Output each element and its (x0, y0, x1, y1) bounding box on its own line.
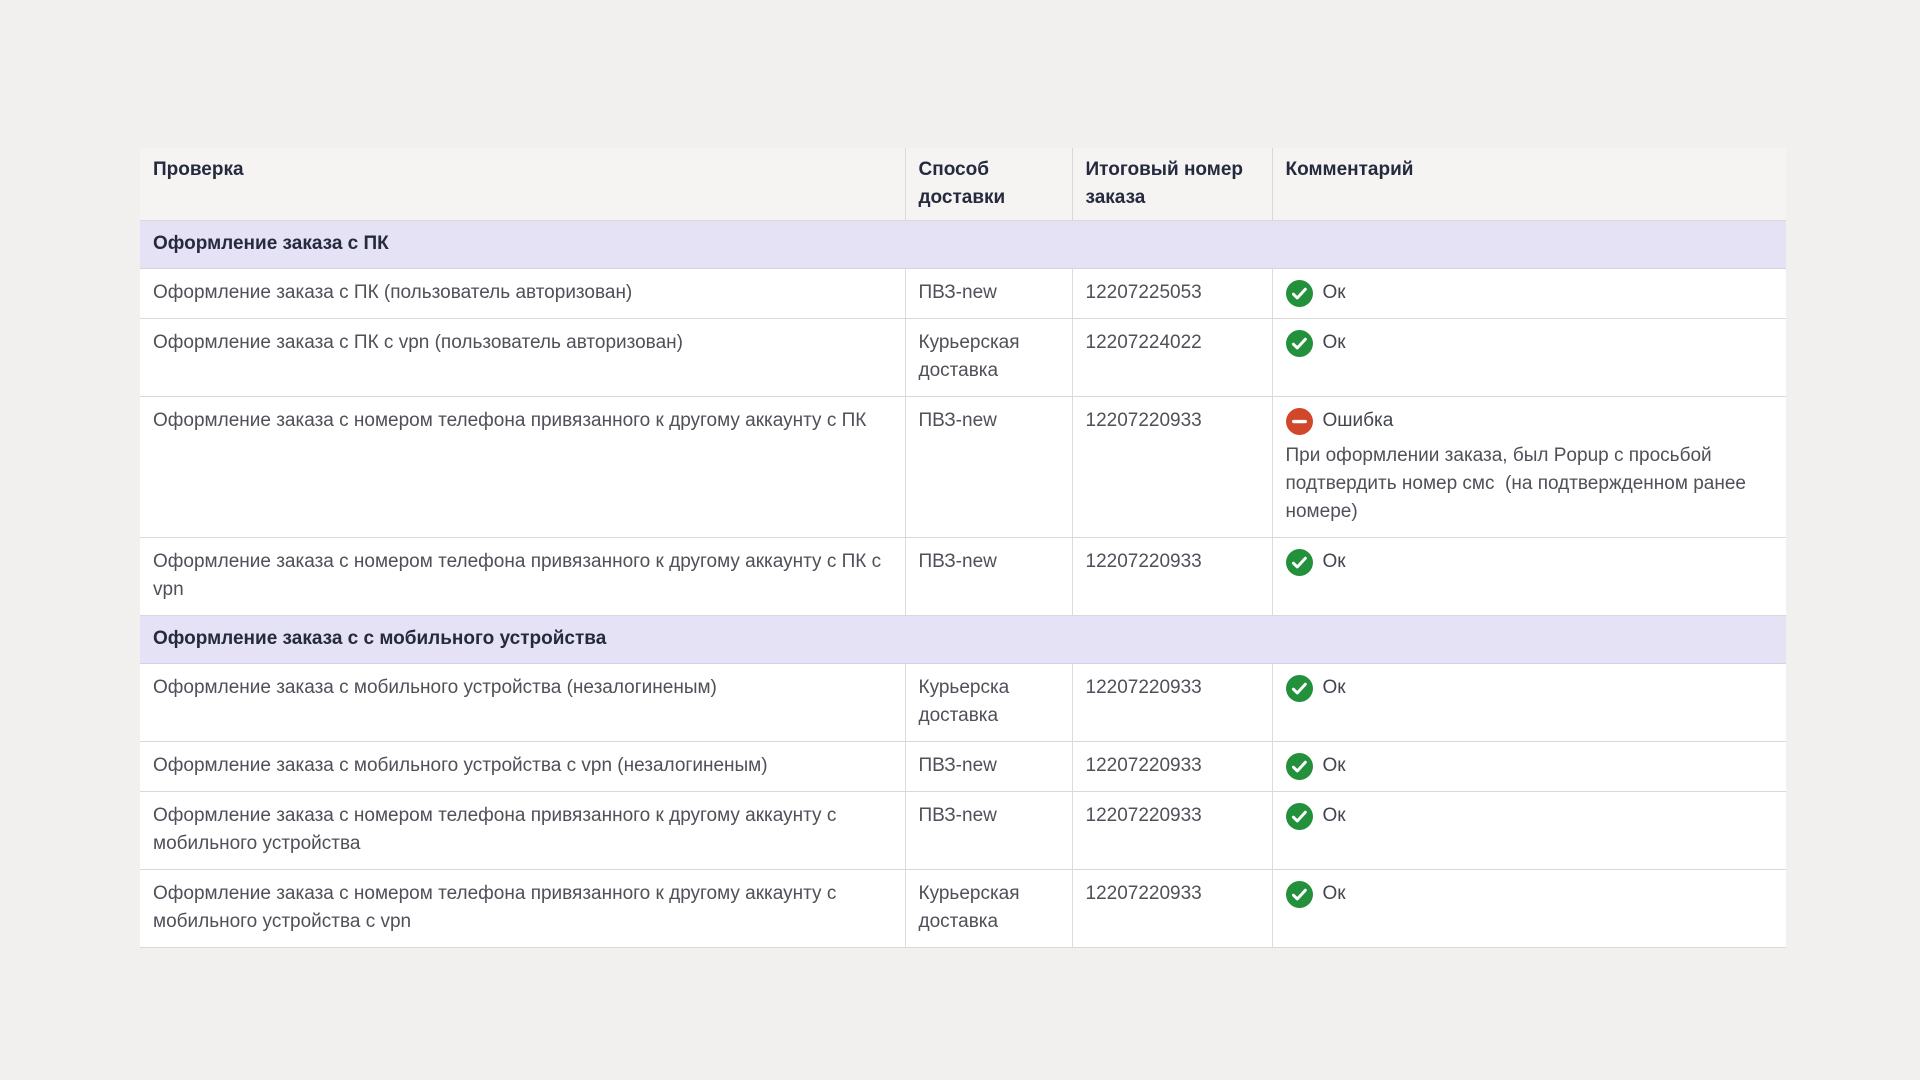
status-line: Ок (1286, 548, 1773, 576)
comment-cell: Ок (1272, 870, 1786, 948)
check-cell: Оформление заказа с номером телефона при… (140, 397, 905, 538)
comment-text: При оформлении заказа, был Popup с прось… (1286, 442, 1773, 526)
page-background: Проверка Способ доставки Итоговый номер … (0, 0, 1920, 1080)
status-label: Ок (1323, 802, 1346, 830)
check-cell: Оформление заказа с номером телефона при… (140, 538, 905, 616)
comment-cell: Ок (1272, 319, 1786, 397)
delivery-method-cell: ПВЗ-new (905, 397, 1072, 538)
section-row: Оформление заказа с с мобильного устройс… (140, 616, 1786, 664)
status-line: Ок (1286, 880, 1773, 908)
table-body: Оформление заказа с ПКОформление заказа … (140, 221, 1786, 948)
status-label: Ок (1323, 279, 1346, 307)
order-number-cell: 12207220933 (1072, 397, 1272, 538)
column-header-order-number: Итоговый номер заказа (1072, 148, 1272, 221)
status-line: Ок (1286, 802, 1773, 830)
order-number-cell: 12207220933 (1072, 664, 1272, 742)
header-row: Проверка Способ доставки Итоговый номер … (140, 148, 1786, 221)
comment-cell: Ок (1272, 538, 1786, 616)
comment-cell: Ошибка При оформлении заказа, был Popup с… (1272, 397, 1786, 538)
table-row: Оформление заказа с ПК с vpn (пользовате… (140, 319, 1786, 397)
check-cell: Оформление заказа с ПК с vpn (пользовате… (140, 319, 905, 397)
status-label: Ошибка (1323, 407, 1394, 435)
ok-icon (1286, 753, 1313, 780)
delivery-method-cell: Курьерская доставка (905, 870, 1072, 948)
column-header-comment: Комментарий (1272, 148, 1786, 221)
status-label: Ок (1323, 674, 1346, 702)
order-number-cell: 12207225053 (1072, 269, 1272, 319)
ok-icon (1286, 803, 1313, 830)
table-row: Оформление заказа с номером телефона при… (140, 792, 1786, 870)
delivery-method-cell: Курьерска доставка (905, 664, 1072, 742)
order-number-cell: 12207220933 (1072, 538, 1272, 616)
delivery-method-cell: Курьерская доставка (905, 319, 1072, 397)
order-number-cell: 12207220933 (1072, 742, 1272, 792)
ok-icon (1286, 549, 1313, 576)
comment-cell: Ок (1272, 792, 1786, 870)
section-title: Оформление заказа с ПК (140, 221, 1786, 269)
check-cell: Оформление заказа с номером телефона при… (140, 792, 905, 870)
status-line: Ок (1286, 329, 1773, 357)
section-row: Оформление заказа с ПК (140, 221, 1786, 269)
order-number-cell: 12207220933 (1072, 792, 1272, 870)
error-icon (1286, 408, 1313, 435)
delivery-method-cell: ПВЗ-new (905, 742, 1072, 792)
qa-report-table-container: Проверка Способ доставки Итоговый номер … (140, 148, 1786, 948)
check-cell: Оформление заказа с мобильного устройств… (140, 742, 905, 792)
ok-icon (1286, 675, 1313, 702)
qa-report-table: Проверка Способ доставки Итоговый номер … (140, 148, 1786, 948)
ok-icon (1286, 280, 1313, 307)
status-label: Ок (1323, 880, 1346, 908)
table-row: Оформление заказа с номером телефона при… (140, 538, 1786, 616)
delivery-method-cell: ПВЗ-new (905, 269, 1072, 319)
check-cell: Оформление заказа с ПК (пользователь авт… (140, 269, 905, 319)
delivery-method-cell: ПВЗ-new (905, 792, 1072, 870)
ok-icon (1286, 330, 1313, 357)
table-row: Оформление заказа с ПК (пользователь авт… (140, 269, 1786, 319)
section-title: Оформление заказа с с мобильного устройс… (140, 616, 1786, 664)
comment-cell: Ок (1272, 742, 1786, 792)
status-label: Ок (1323, 548, 1346, 576)
table-row: Оформление заказа с мобильного устройств… (140, 664, 1786, 742)
table-row: Оформление заказа с номером телефона при… (140, 870, 1786, 948)
order-number-cell: 12207220933 (1072, 870, 1272, 948)
ok-icon (1286, 881, 1313, 908)
status-label: Ок (1323, 752, 1346, 780)
status-line: Ок (1286, 752, 1773, 780)
comment-cell: Ок (1272, 664, 1786, 742)
status-line: Ок (1286, 674, 1773, 702)
status-line: Ок (1286, 279, 1773, 307)
status-line: Ошибка (1286, 407, 1773, 435)
order-number-cell: 12207224022 (1072, 319, 1272, 397)
table-header: Проверка Способ доставки Итоговый номер … (140, 148, 1786, 221)
check-cell: Оформление заказа с мобильного устройств… (140, 664, 905, 742)
comment-cell: Ок (1272, 269, 1786, 319)
table-row: Оформление заказа с мобильного устройств… (140, 742, 1786, 792)
status-label: Ок (1323, 329, 1346, 357)
column-header-delivery: Способ доставки (905, 148, 1072, 221)
check-cell: Оформление заказа с номером телефона при… (140, 870, 905, 948)
delivery-method-cell: ПВЗ-new (905, 538, 1072, 616)
column-header-check: Проверка (140, 148, 905, 221)
table-row: Оформление заказа с номером телефона при… (140, 397, 1786, 538)
